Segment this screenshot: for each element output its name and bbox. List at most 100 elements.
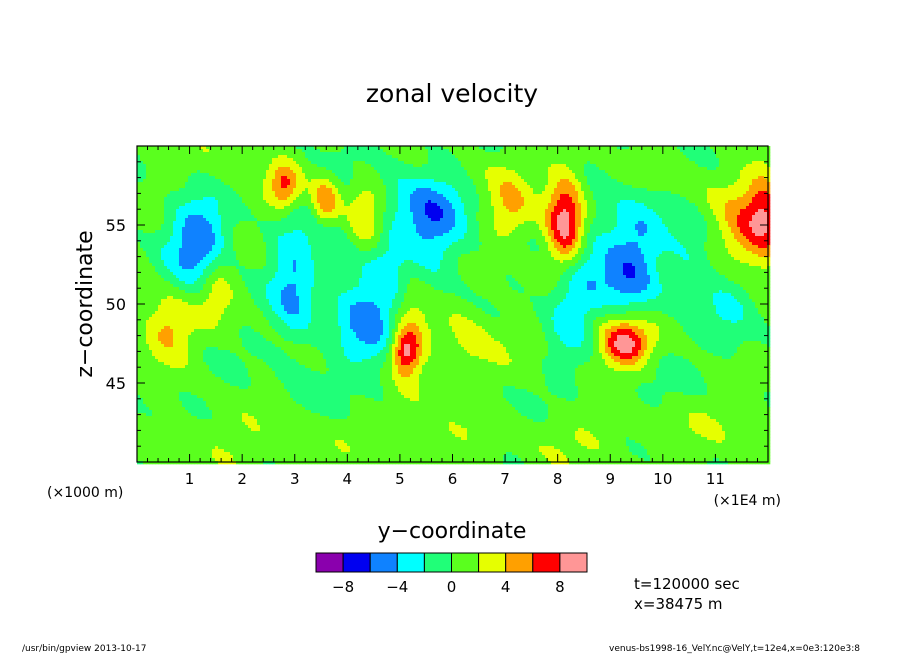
contour-cell <box>266 293 270 297</box>
contour-cell <box>140 341 144 345</box>
contour-cell <box>176 425 180 429</box>
contour-cell <box>224 344 228 348</box>
contour-cell <box>269 455 273 459</box>
contour-cell <box>170 338 174 342</box>
contour-cell <box>242 410 246 414</box>
contour-cell <box>185 422 189 426</box>
contour-cell <box>227 443 231 447</box>
contour-cell <box>212 302 216 306</box>
contour-cell <box>248 212 252 216</box>
contour-cell <box>248 317 252 321</box>
contour-cell <box>257 167 261 171</box>
contour-cell <box>200 269 204 273</box>
contour-cell <box>248 347 252 351</box>
contour-cell <box>275 182 279 186</box>
contour-cell <box>224 428 228 432</box>
contour-cell <box>155 296 159 300</box>
contour-cell <box>179 383 183 387</box>
contour-cell <box>167 374 171 378</box>
contour-cell <box>182 206 186 210</box>
contour-cell <box>269 167 273 171</box>
contour-cell <box>164 293 168 297</box>
contour-cell <box>260 446 264 450</box>
contour-cell <box>188 440 192 444</box>
contour-cell <box>140 161 144 165</box>
contour-cell <box>242 194 246 198</box>
contour-cell <box>248 329 252 333</box>
contour-cell <box>260 395 264 399</box>
contour-cell <box>152 290 156 294</box>
contour-cell <box>203 254 207 258</box>
contour-cell <box>155 236 159 240</box>
contour-cell <box>188 239 192 243</box>
contour-cell <box>137 218 141 222</box>
contour-cell <box>146 188 150 192</box>
contour-cell <box>152 281 156 285</box>
contour-cell <box>209 434 213 438</box>
contour-cell <box>140 377 144 381</box>
contour-cell <box>212 182 216 186</box>
contour-cell <box>155 413 159 417</box>
contour-cell <box>245 191 249 195</box>
contour-cell <box>239 200 243 204</box>
contour-cell <box>260 236 264 240</box>
contour-cell <box>251 401 255 405</box>
contour-cell <box>236 245 240 249</box>
contour-cell <box>263 374 267 378</box>
contour-cell <box>161 446 165 450</box>
contour-cell <box>254 359 258 363</box>
contour-cell <box>194 260 198 264</box>
contour-cell <box>260 419 264 423</box>
contour-cell <box>233 164 237 168</box>
contour-cell <box>251 260 255 264</box>
contour-cell <box>182 413 186 417</box>
contour-cell <box>173 449 177 453</box>
contour-cell <box>248 455 252 459</box>
contour-cell <box>209 416 213 420</box>
contour-cell <box>203 434 207 438</box>
contour-cell <box>230 203 234 207</box>
contour-cell <box>230 230 234 234</box>
contour-cell <box>203 440 207 444</box>
contour-cell <box>233 221 237 225</box>
contour-cell <box>182 287 186 291</box>
contour-cell <box>242 449 246 453</box>
contour-cell <box>275 242 279 246</box>
contour-cell <box>143 440 147 444</box>
contour-cell <box>200 458 204 462</box>
contour-cell <box>236 272 240 276</box>
contour-cell <box>167 302 171 306</box>
contour-cell <box>218 272 222 276</box>
contour-cell <box>272 323 276 327</box>
contour-cell <box>254 428 258 432</box>
contour-cell <box>176 431 180 435</box>
contour-cell <box>227 353 231 357</box>
contour-cell <box>158 242 162 246</box>
contour-cell <box>173 224 177 228</box>
contour-cell <box>182 281 186 285</box>
contour-cell <box>185 218 189 222</box>
contour-cell <box>218 200 222 204</box>
contour-cell <box>218 230 222 234</box>
contour-cell <box>200 449 204 453</box>
contour-cell <box>155 251 159 255</box>
contour-cell <box>194 359 198 363</box>
contour-cell <box>200 167 204 171</box>
contour-cell <box>200 428 204 432</box>
contour-cell <box>185 293 189 297</box>
contour-cell <box>221 374 225 378</box>
contour-cell <box>167 293 171 297</box>
contour-cell <box>143 461 147 465</box>
contour-cell <box>200 398 204 402</box>
contour-cell <box>266 368 270 372</box>
contour-cell <box>203 443 207 447</box>
contour-cell <box>269 404 273 408</box>
contour-cell <box>191 350 195 354</box>
contour-cell <box>206 413 210 417</box>
contour-cell <box>182 437 186 441</box>
contour-cell <box>137 284 141 288</box>
contour-cell <box>233 350 237 354</box>
contour-cell <box>218 374 222 378</box>
contour-cell <box>275 281 279 285</box>
contour-cell <box>233 269 237 273</box>
